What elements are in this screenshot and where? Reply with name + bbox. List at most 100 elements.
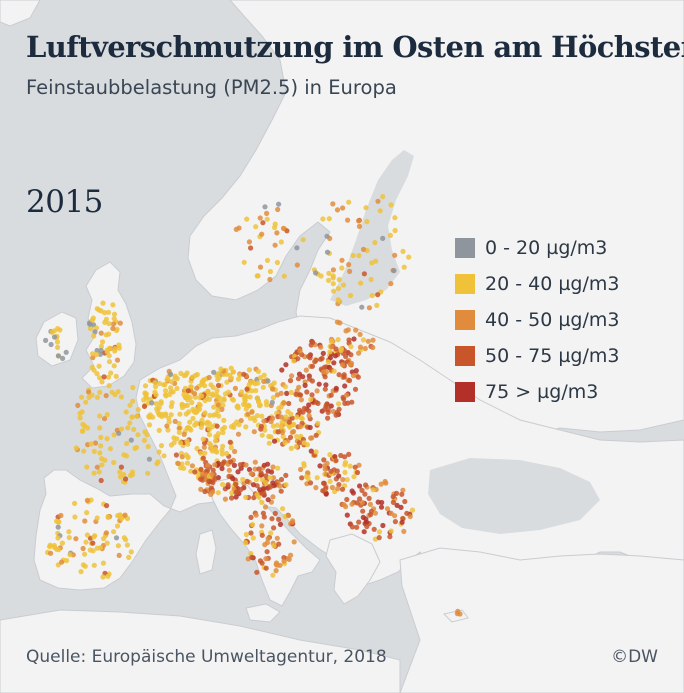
station-dot bbox=[344, 477, 350, 483]
station-dot bbox=[313, 399, 319, 405]
station-dot bbox=[229, 396, 235, 402]
station-dot bbox=[375, 198, 381, 204]
station-dot bbox=[192, 422, 198, 428]
station-dot bbox=[276, 516, 282, 523]
station-dot bbox=[172, 418, 178, 424]
station-dot bbox=[93, 325, 100, 331]
station-dot bbox=[269, 399, 275, 405]
station-dot bbox=[250, 535, 256, 541]
station-dot bbox=[123, 409, 129, 415]
station-dot bbox=[307, 480, 314, 486]
station-dot bbox=[336, 401, 342, 407]
station-dot bbox=[329, 484, 335, 491]
station-dot bbox=[92, 533, 98, 539]
station-dot bbox=[168, 379, 175, 385]
station-dot bbox=[43, 337, 49, 343]
station-dot bbox=[271, 543, 277, 549]
station-dot bbox=[363, 482, 369, 488]
station-dot bbox=[103, 530, 109, 536]
station-dot bbox=[213, 433, 219, 440]
station-dot bbox=[91, 333, 97, 339]
station-dot bbox=[145, 470, 151, 476]
station-dot bbox=[374, 302, 380, 308]
station-dot bbox=[236, 422, 242, 428]
station-dot bbox=[214, 388, 220, 394]
station-dot bbox=[254, 569, 260, 575]
station-dot bbox=[339, 362, 346, 368]
station-dot bbox=[291, 421, 297, 427]
station-dot bbox=[251, 429, 257, 435]
station-dot bbox=[185, 388, 191, 394]
station-dot bbox=[291, 428, 297, 435]
station-dot bbox=[384, 506, 391, 512]
station-dot bbox=[168, 371, 174, 377]
station-dot bbox=[87, 321, 93, 327]
station-dot bbox=[256, 466, 262, 472]
station-dot bbox=[313, 449, 319, 455]
station-dot bbox=[330, 273, 336, 279]
station-dot bbox=[352, 386, 359, 392]
station-dot bbox=[79, 409, 85, 415]
station-dot bbox=[210, 392, 216, 398]
station-dot bbox=[345, 217, 351, 223]
station-dot bbox=[110, 302, 116, 308]
station-dot bbox=[380, 235, 386, 241]
station-dot bbox=[262, 427, 268, 433]
station-dot bbox=[107, 446, 113, 452]
station-dot bbox=[241, 259, 247, 265]
station-dot bbox=[288, 552, 294, 558]
station-dot bbox=[219, 461, 225, 467]
station-dot bbox=[121, 471, 127, 478]
legend-item-75-plus: 75 > µg/m3 bbox=[455, 374, 619, 410]
station-dot bbox=[252, 466, 258, 472]
station-dot bbox=[309, 378, 315, 384]
station-dot bbox=[283, 482, 289, 488]
station-dot bbox=[378, 481, 384, 487]
station-dot bbox=[307, 424, 313, 431]
station-dot bbox=[80, 545, 86, 552]
station-dot bbox=[272, 510, 278, 516]
station-dot bbox=[346, 199, 352, 205]
station-dot bbox=[257, 215, 263, 221]
station-dot bbox=[249, 409, 255, 415]
station-dot bbox=[60, 355, 66, 361]
station-dot bbox=[375, 292, 381, 298]
station-dot bbox=[175, 460, 181, 467]
station-dot bbox=[63, 349, 69, 355]
station-dot bbox=[104, 347, 110, 353]
station-dot bbox=[99, 379, 105, 385]
station-dot bbox=[177, 411, 183, 417]
station-dot bbox=[126, 554, 132, 561]
station-dot bbox=[210, 489, 216, 495]
station-dot bbox=[99, 456, 105, 462]
station-dot bbox=[255, 273, 261, 279]
station-dot bbox=[329, 344, 335, 350]
station-dot bbox=[189, 374, 196, 380]
station-dot bbox=[82, 518, 88, 524]
station-dot bbox=[99, 462, 105, 468]
station-dot bbox=[333, 346, 339, 352]
station-dot bbox=[306, 353, 312, 360]
station-dot bbox=[221, 417, 227, 423]
station-dot bbox=[125, 425, 131, 431]
station-dot bbox=[294, 262, 300, 268]
station-dot bbox=[77, 415, 83, 421]
station-dot bbox=[253, 224, 259, 230]
station-dot bbox=[287, 434, 294, 440]
land-greece bbox=[325, 533, 381, 605]
station-dot bbox=[240, 401, 247, 407]
station-dot bbox=[105, 573, 111, 579]
station-dot bbox=[83, 539, 89, 545]
station-dot bbox=[215, 490, 221, 496]
station-dot bbox=[239, 389, 245, 395]
station-dot bbox=[187, 395, 193, 401]
station-dot bbox=[302, 379, 308, 385]
station-dot bbox=[401, 264, 407, 270]
station-dot bbox=[324, 249, 331, 255]
station-dot bbox=[182, 394, 188, 400]
station-dot bbox=[304, 389, 310, 395]
station-dot bbox=[270, 415, 276, 421]
legend-swatch bbox=[455, 346, 475, 366]
station-dot bbox=[166, 419, 172, 425]
